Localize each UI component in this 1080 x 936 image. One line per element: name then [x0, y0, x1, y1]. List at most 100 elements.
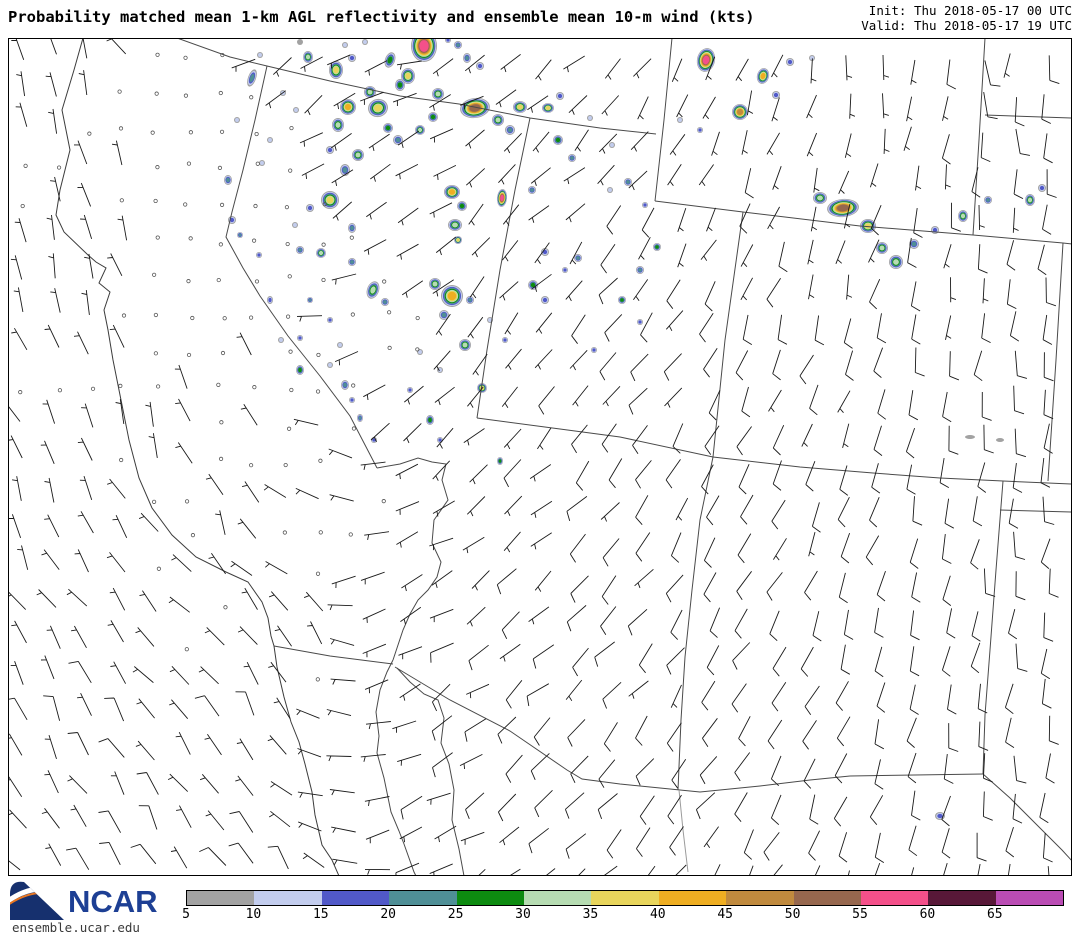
- calm-wind-marker: [155, 235, 160, 240]
- storm-cell: [677, 117, 683, 123]
- wind-barb: [701, 464, 714, 495]
- wind-barb: [981, 313, 991, 344]
- wind-barb: [471, 237, 491, 258]
- wind-barb: [630, 353, 649, 382]
- wind-barb: [9, 591, 27, 610]
- wind-barb: [12, 476, 22, 501]
- wind-barb: [530, 532, 552, 550]
- wind-barb: [231, 58, 256, 72]
- state-border: [677, 211, 744, 791]
- state-border: [394, 666, 851, 793]
- wind-barb: [268, 810, 291, 828]
- storm-cell: [368, 98, 388, 118]
- wind-barb: [466, 683, 490, 699]
- calm-wind-marker: [284, 205, 290, 210]
- storm-cell: [965, 435, 975, 439]
- wind-barb: [982, 278, 989, 304]
- wind-barb: [771, 54, 784, 78]
- ncar-logo[interactable]: NCAR: [8, 878, 168, 922]
- title-bar: Probability matched mean 1-km AGL reflec…: [0, 0, 1080, 38]
- state-border: [654, 39, 673, 202]
- wind-barb: [11, 327, 28, 351]
- wind-barb: [849, 93, 856, 119]
- wind-barb: [107, 253, 123, 277]
- wind-barb: [912, 496, 923, 526]
- wind-barb: [9, 860, 21, 871]
- wind-barb: [327, 54, 351, 69]
- wind-barb: [14, 218, 27, 243]
- legend-tick-label: 5: [182, 907, 190, 922]
- wind-barb: [267, 735, 287, 755]
- storm-cell: [327, 362, 333, 368]
- wind-barb: [215, 510, 226, 535]
- storm-cell: [292, 222, 298, 228]
- wind-barb: [469, 464, 488, 485]
- storm-cell: [441, 285, 463, 307]
- storm-cell: [568, 154, 576, 162]
- wind-barb: [546, 868, 556, 875]
- wind-barb: [702, 718, 718, 747]
- wind-barb: [913, 208, 923, 238]
- wind-barb: [505, 680, 523, 709]
- map-canvas[interactable]: [8, 38, 1072, 876]
- wind-barb: [240, 403, 258, 426]
- wind-barb: [404, 385, 424, 405]
- calm-wind-marker: [289, 125, 294, 131]
- wind-barb: [170, 846, 188, 869]
- legend-tick-label: 25: [447, 907, 464, 922]
- wind-barb: [237, 518, 257, 539]
- wind-barb: [111, 140, 123, 166]
- state-border: [376, 457, 449, 661]
- wind-barb: [77, 693, 92, 716]
- wind-barb: [1013, 755, 1027, 784]
- wind-barb: [800, 646, 814, 677]
- calm-wind-marker: [186, 279, 191, 284]
- wind-barb: [948, 723, 959, 752]
- wind-barb: [535, 59, 552, 81]
- state-border: [396, 667, 465, 875]
- storm-cell: [513, 101, 527, 113]
- colorbar-segment: [254, 891, 322, 905]
- wind-barb: [635, 532, 651, 562]
- storm-cell: [958, 210, 968, 222]
- wind-barb: [431, 570, 453, 589]
- wind-barb: [429, 202, 453, 218]
- storm-cell: [326, 146, 334, 154]
- wind-barb: [565, 280, 583, 302]
- calm-wind-marker: [321, 277, 326, 283]
- wind-barb: [327, 604, 353, 611]
- wind-barb: [329, 789, 355, 796]
- wind-barb: [171, 554, 192, 572]
- wind-barb: [330, 133, 352, 151]
- wind-barb: [869, 795, 884, 825]
- storm-cell: [341, 380, 349, 390]
- wind-barb: [228, 842, 254, 864]
- storm-cell: [642, 202, 648, 208]
- storm-cell: [591, 347, 597, 353]
- state-border: [984, 114, 1071, 119]
- wind-barb: [370, 422, 390, 443]
- wind-barb: [106, 552, 126, 573]
- wind-barb: [13, 287, 24, 312]
- wind-barb: [943, 862, 948, 875]
- wind-barb: [873, 347, 884, 378]
- wind-barb: [600, 502, 620, 522]
- wind-barb: [950, 202, 961, 232]
- wind-barb: [835, 240, 846, 264]
- wind-barb: [71, 625, 87, 649]
- wind-barb: [907, 237, 917, 268]
- calm-wind-marker: [348, 532, 353, 537]
- wind-barb: [45, 72, 57, 97]
- wind-barb: [778, 241, 788, 273]
- wind-barb: [46, 214, 55, 240]
- calm-wind-marker: [217, 165, 223, 170]
- wind-barb: [909, 684, 919, 715]
- wind-barb: [597, 164, 615, 186]
- site-url[interactable]: ensemble.ucar.edu: [12, 920, 140, 935]
- footer-bar: NCAR ensemble.ucar.edu 5 10 15 20 25 30 35 40 45…: [0, 876, 1080, 936]
- wind-barb: [980, 132, 991, 163]
- wind-barb-layer: [9, 39, 1060, 875]
- legend-tick-label: 40: [649, 907, 666, 922]
- calm-wind-marker: [18, 390, 23, 395]
- wind-barb: [360, 571, 385, 585]
